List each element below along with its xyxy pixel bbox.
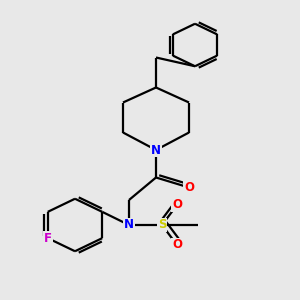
Text: O: O xyxy=(172,238,182,251)
Text: N: N xyxy=(124,218,134,232)
Text: N: N xyxy=(151,143,161,157)
Text: S: S xyxy=(158,218,166,232)
Text: O: O xyxy=(172,199,182,212)
Text: O: O xyxy=(184,181,194,194)
Text: F: F xyxy=(44,232,52,244)
